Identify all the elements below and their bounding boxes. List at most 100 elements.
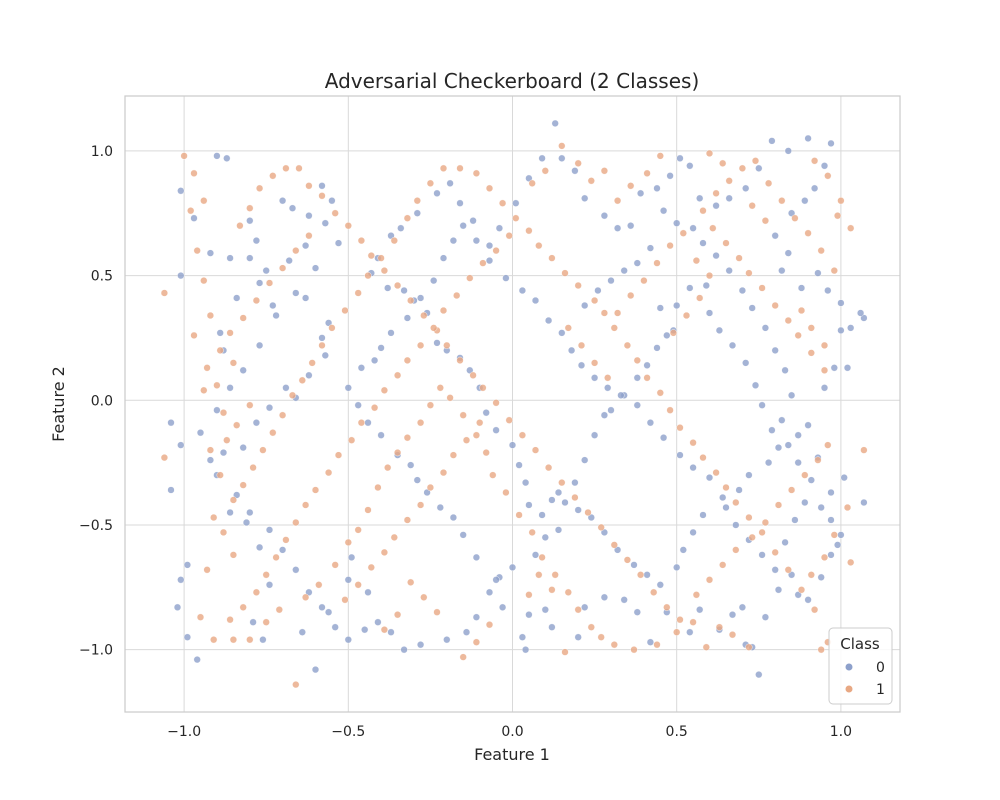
data-point-class-0 — [742, 359, 750, 367]
data-points — [160, 119, 868, 689]
data-point-class-0 — [617, 391, 625, 399]
data-point-class-1 — [610, 324, 618, 332]
legend-marker-class-0 — [845, 663, 853, 671]
data-point-class-0 — [239, 366, 247, 374]
data-point-class-0 — [403, 314, 412, 322]
data-point-class-0 — [449, 513, 458, 522]
data-point-class-1 — [446, 394, 454, 402]
data-point-class-1 — [705, 149, 714, 158]
data-point-class-1 — [544, 464, 553, 472]
data-point-class-1 — [203, 566, 211, 574]
data-point-class-0 — [679, 546, 687, 554]
data-point-class-1 — [213, 381, 221, 389]
data-point-class-0 — [305, 212, 313, 220]
data-point-class-1 — [334, 451, 343, 459]
data-point-class-0 — [239, 444, 247, 452]
data-point-class-0 — [738, 603, 747, 611]
data-point-class-1 — [485, 184, 494, 192]
data-point-class-0 — [292, 289, 300, 297]
data-point-class-0 — [758, 551, 766, 559]
data-point-class-1 — [627, 291, 635, 300]
data-point-class-1 — [669, 329, 678, 337]
data-point-class-1 — [699, 207, 707, 215]
data-point-class-0 — [581, 456, 589, 464]
data-point-class-0 — [423, 488, 431, 497]
data-point-class-0 — [745, 471, 753, 479]
data-point-class-1 — [541, 167, 549, 175]
data-point-class-1 — [597, 523, 605, 532]
data-point-class-0 — [574, 506, 582, 514]
data-point-class-1 — [613, 197, 622, 205]
data-point-class-1 — [564, 324, 572, 332]
data-point-class-0 — [590, 374, 599, 382]
data-point-class-1 — [797, 306, 806, 315]
data-point-class-0 — [298, 628, 306, 636]
data-point-class-0 — [817, 573, 825, 581]
data-point-class-1 — [758, 528, 766, 537]
data-point-class-1 — [262, 618, 270, 626]
data-point-class-0 — [226, 508, 234, 517]
data-point-class-0 — [837, 326, 845, 335]
data-point-class-0 — [827, 551, 835, 559]
data-point-class-0 — [830, 364, 838, 372]
data-point-class-1 — [748, 202, 756, 210]
data-point-class-0 — [417, 641, 425, 649]
data-point-class-1 — [590, 296, 599, 305]
data-point-class-0 — [689, 464, 697, 472]
data-point-class-1 — [722, 483, 730, 492]
data-point-class-0 — [774, 444, 783, 452]
data-point-class-0 — [778, 267, 786, 275]
data-point-class-0 — [374, 618, 382, 626]
data-point-class-1 — [666, 242, 674, 250]
data-point-class-1 — [354, 581, 362, 589]
data-point-class-0 — [571, 479, 579, 487]
data-point-class-1 — [417, 341, 425, 350]
data-point-class-1 — [239, 314, 247, 322]
data-point-class-0 — [561, 498, 569, 507]
data-point-class-1 — [292, 518, 300, 527]
data-point-class-0 — [544, 316, 553, 325]
data-point-class-1 — [548, 586, 556, 594]
data-point-class-0 — [226, 254, 234, 262]
data-point-class-1 — [341, 596, 349, 604]
data-point-class-1 — [610, 641, 618, 649]
data-point-class-1 — [377, 254, 385, 262]
data-point-class-1 — [807, 571, 815, 579]
data-point-class-0 — [492, 576, 500, 584]
data-point-class-1 — [833, 212, 842, 220]
data-point-class-0 — [272, 311, 280, 320]
data-point-class-1 — [226, 616, 234, 624]
data-point-class-0 — [485, 588, 494, 596]
y-tick-labels: −1.0 −0.5 0.0 0.5 1.0 — [79, 144, 113, 659]
data-point-class-1 — [725, 177, 733, 185]
data-point-class-1 — [732, 498, 740, 507]
data-point-class-0 — [430, 277, 438, 285]
data-point-class-1 — [636, 571, 645, 579]
legend-marker-class-1 — [845, 685, 853, 693]
data-point-class-0 — [728, 611, 737, 619]
data-point-class-0 — [334, 239, 343, 247]
data-point-class-0 — [725, 267, 733, 275]
data-point-class-0 — [817, 503, 825, 512]
data-point-class-0 — [758, 401, 766, 409]
data-point-class-0 — [860, 498, 868, 507]
data-point-class-1 — [689, 439, 697, 447]
data-point-class-1 — [860, 446, 868, 454]
data-point-class-1 — [705, 272, 714, 280]
data-point-class-1 — [390, 533, 398, 542]
data-point-class-1 — [719, 561, 727, 569]
data-point-class-0 — [472, 553, 481, 562]
data-point-class-1 — [229, 359, 238, 367]
data-point-class-0 — [804, 134, 812, 143]
data-point-class-0 — [646, 244, 655, 252]
legend: Class 0 1 — [828, 627, 893, 705]
data-point-class-1 — [561, 648, 569, 656]
data-point-class-0 — [256, 279, 264, 287]
data-point-class-1 — [449, 451, 458, 459]
data-point-class-1 — [374, 483, 382, 492]
data-point-class-1 — [367, 252, 375, 260]
data-point-class-1 — [180, 152, 188, 160]
data-point-class-1 — [764, 179, 773, 187]
data-point-class-1 — [732, 546, 740, 554]
